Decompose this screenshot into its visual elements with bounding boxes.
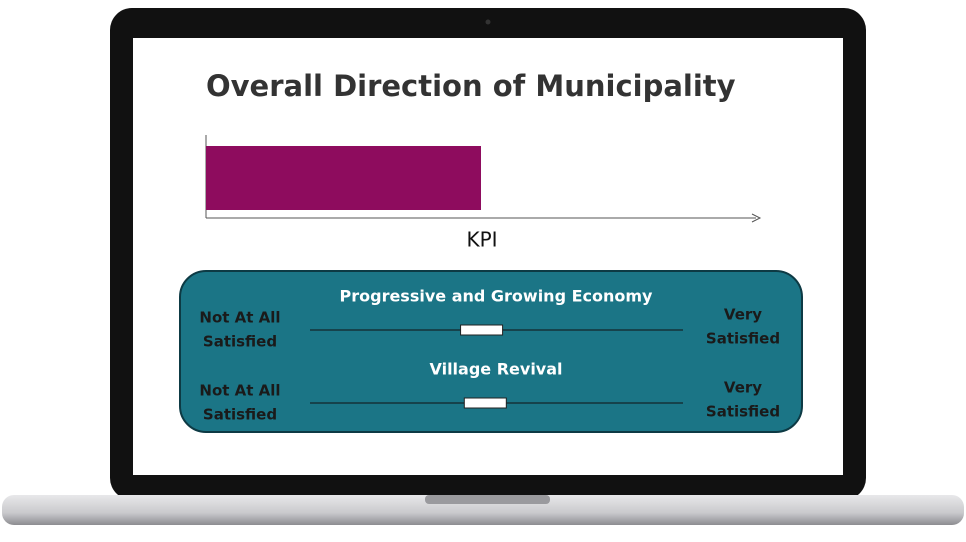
title: Overall Direction of Municipality xyxy=(206,69,736,103)
left-label: Satisfied xyxy=(203,406,277,424)
slider-panel xyxy=(179,270,803,433)
left-label: Not At All xyxy=(199,309,280,327)
right-label: Satisfied xyxy=(706,403,780,421)
x-axis-label: KPI xyxy=(466,228,497,252)
left-label: Not At All xyxy=(199,382,280,400)
laptop-base xyxy=(2,495,964,525)
right-label: Very xyxy=(724,379,762,397)
slider-handle xyxy=(460,324,504,336)
slider-title: Village Revival xyxy=(429,360,562,379)
slider-title: Progressive and Growing Economy xyxy=(340,287,654,306)
axis-arrow xyxy=(751,213,762,223)
left-label: Satisfied xyxy=(203,333,277,351)
notch xyxy=(425,495,550,504)
slider-handle xyxy=(463,397,507,409)
bar xyxy=(206,146,481,210)
right-label: Very xyxy=(724,306,762,324)
camera xyxy=(485,19,491,25)
right-label: Satisfied xyxy=(706,330,780,348)
sliders: Progressive and Growing Economy Not At Al… xyxy=(199,287,780,424)
